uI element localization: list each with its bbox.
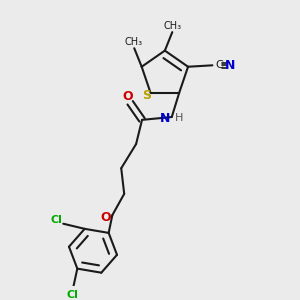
Text: H: H xyxy=(175,113,183,123)
Text: N: N xyxy=(224,59,235,72)
Text: C: C xyxy=(215,60,223,70)
Text: Cl: Cl xyxy=(67,290,79,300)
Text: N: N xyxy=(160,112,170,125)
Text: O: O xyxy=(122,90,133,103)
Text: O: O xyxy=(100,211,111,224)
Text: CH₃: CH₃ xyxy=(164,21,182,31)
Text: CH₃: CH₃ xyxy=(124,37,143,47)
Text: S: S xyxy=(142,88,151,102)
Text: Cl: Cl xyxy=(50,215,62,225)
